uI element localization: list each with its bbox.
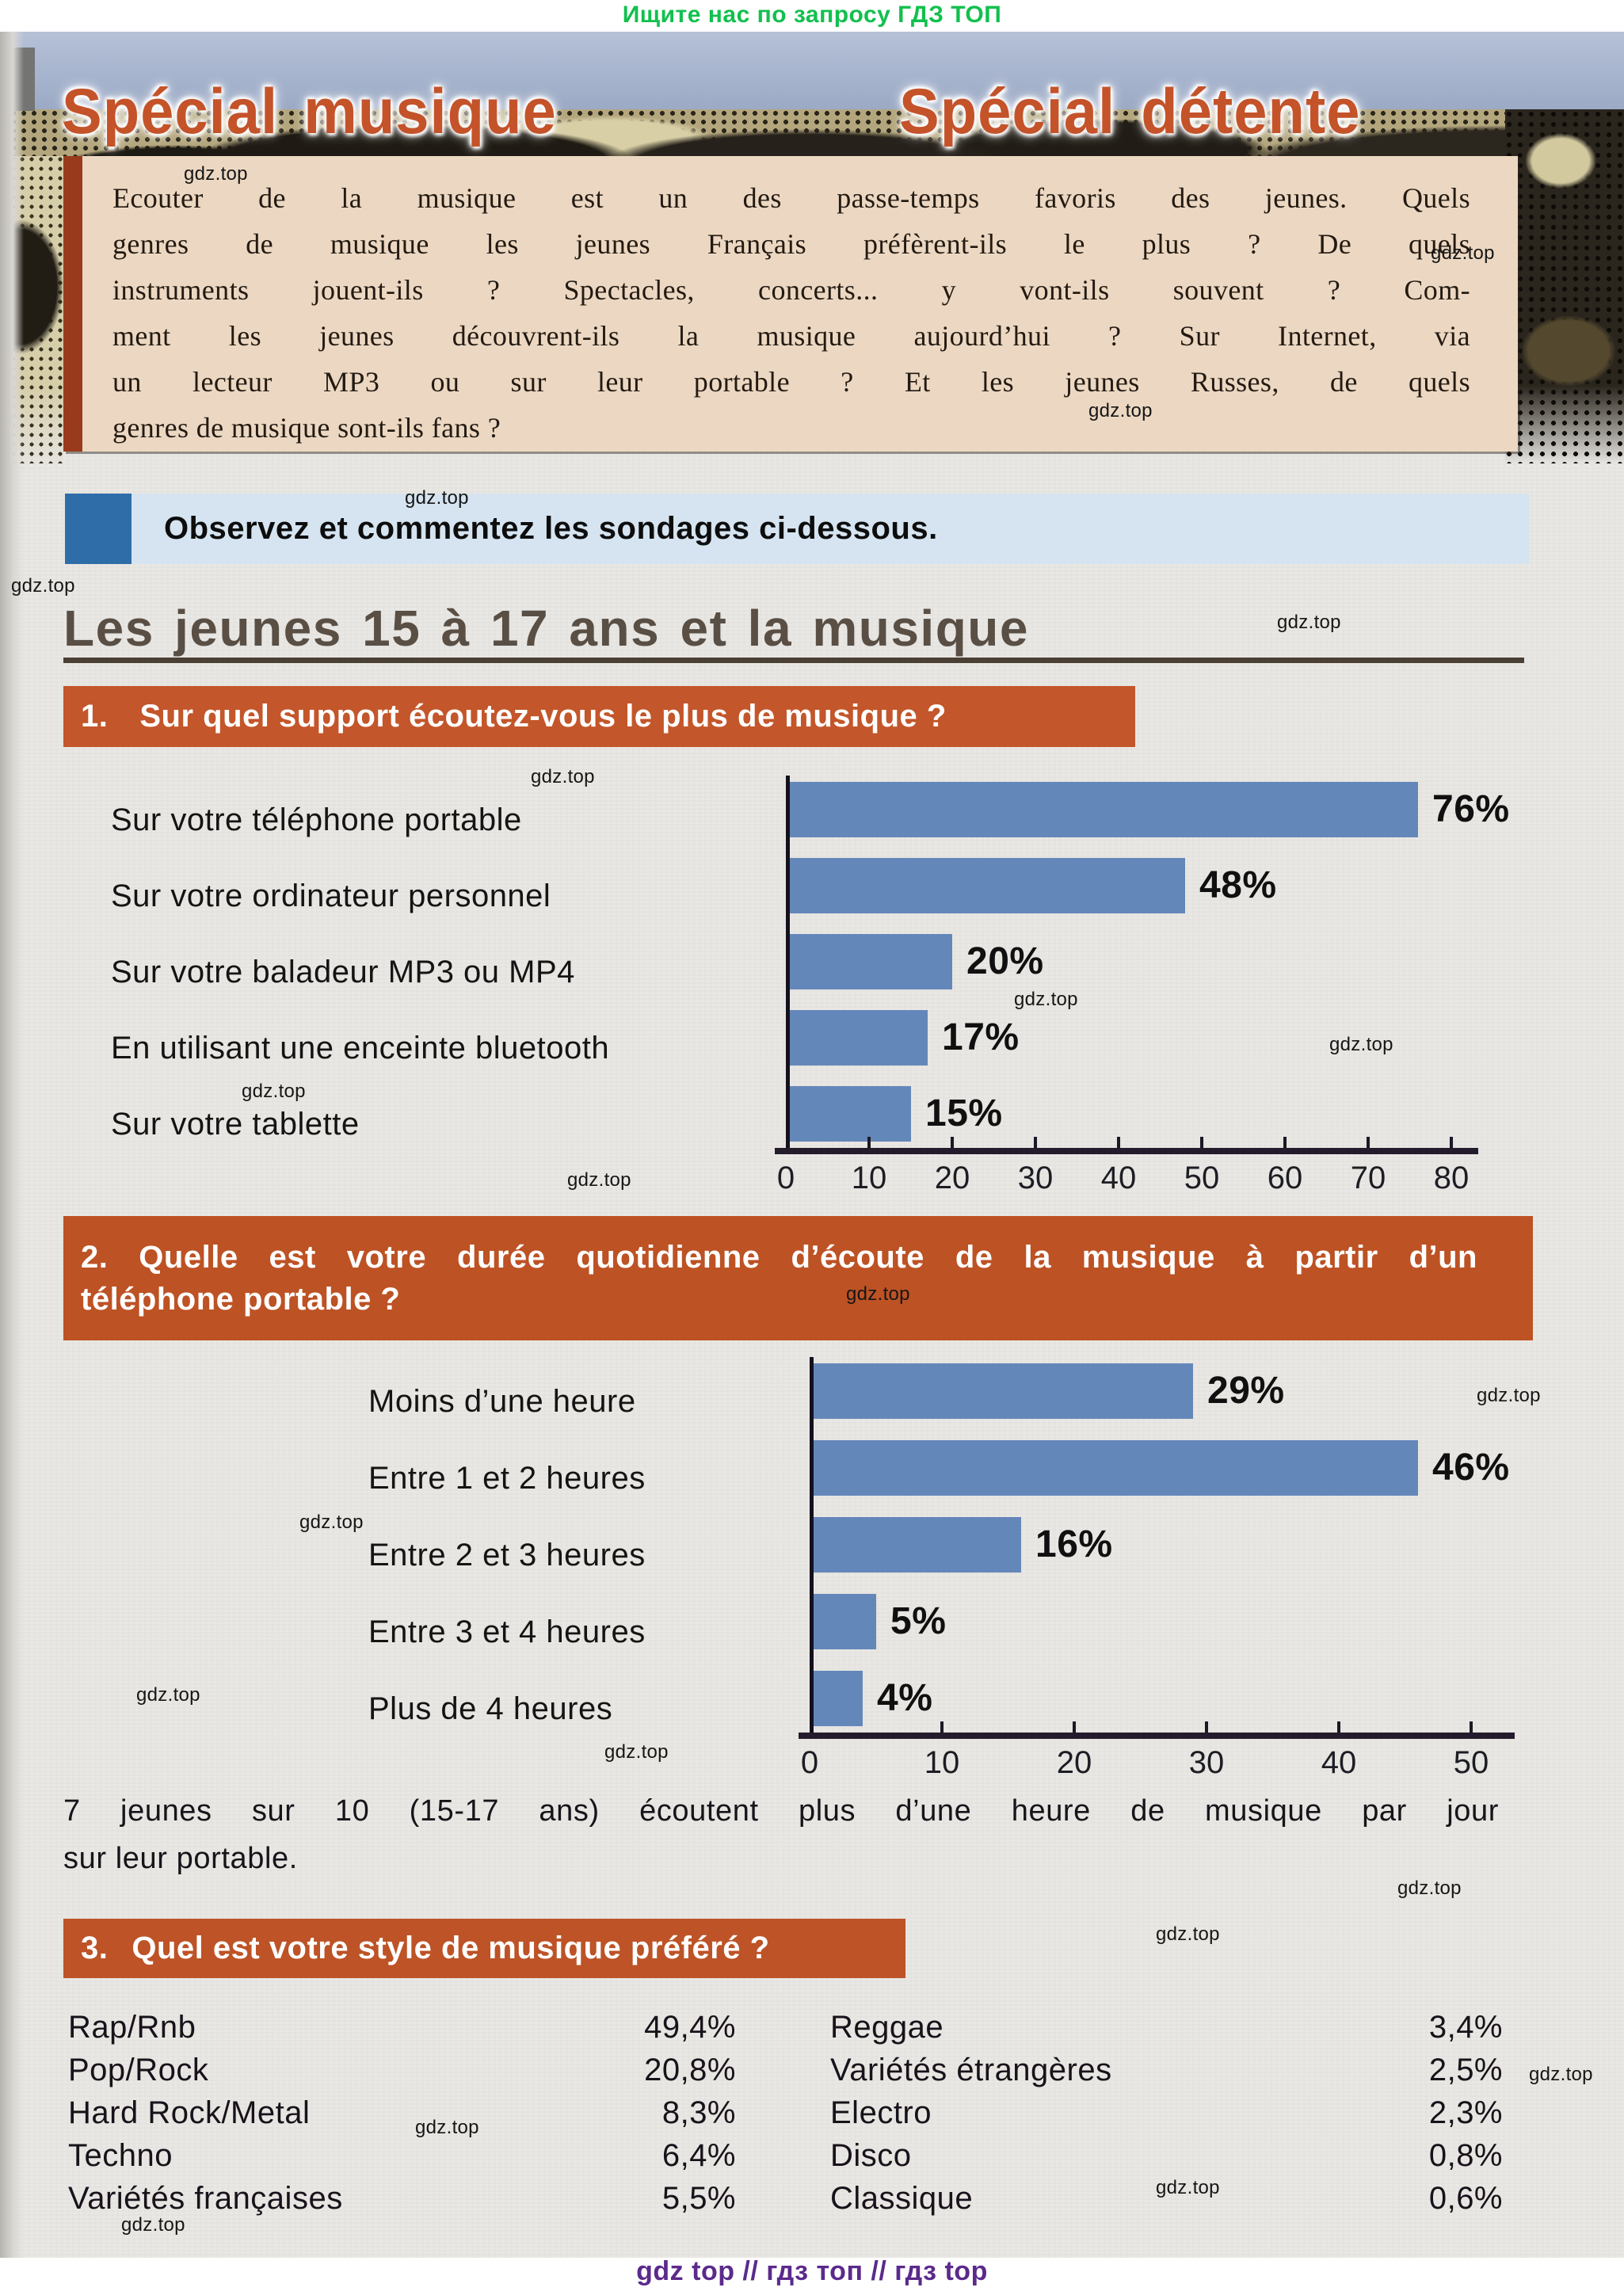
- watermark: gdz.top: [1477, 1385, 1541, 1406]
- style-value: 0,6%: [1428, 2181, 1503, 2216]
- watermark: gdz.top: [846, 1283, 910, 1305]
- watermark: gdz.top: [1277, 612, 1341, 633]
- watermark: gdz.top: [136, 1684, 200, 1706]
- header-left-texture: [0, 156, 63, 463]
- column-gap: [736, 2134, 830, 2177]
- music-styles-table: Rap/Rnb 49,4% Reggae 3,4% Pop/Rock 20,8% Varié…: [68, 2006, 1503, 2220]
- header-sky: [0, 32, 1624, 112]
- task-banner: Observez et commentez les sondages ci-de…: [65, 494, 1529, 564]
- note-line: sur leur portable.: [63, 1842, 298, 1875]
- intro-line: instruments jouent-ils ? Spectacles, con…: [112, 274, 1470, 306]
- watermark: gdz.top: [1014, 989, 1078, 1010]
- column-gap: [736, 2177, 830, 2220]
- style-name: Variétés étrangères: [830, 2053, 1112, 2087]
- watermark: gdz.top: [1156, 2177, 1220, 2198]
- watermark: gdz.top: [1431, 242, 1495, 264]
- note-paragraph: 7 jeunes sur 10 (15-17 ans) écoutent plu…: [63, 1787, 1499, 1882]
- style-name: Rap/Rnb: [68, 2010, 196, 2045]
- watermark: gdz.top: [11, 575, 75, 597]
- watermark: gdz.top: [1088, 400, 1153, 421]
- style-name: Disco: [830, 2138, 912, 2173]
- watermark: gdz.top: [604, 1741, 669, 1763]
- watermark: gdz.top: [1329, 1034, 1393, 1055]
- style-name: Classique: [830, 2181, 974, 2216]
- intro-line: Ecouter de la musique est un des passe-t…: [112, 182, 1470, 214]
- style-value: 0,8%: [1428, 2138, 1503, 2173]
- style-name: Electro: [830, 2095, 932, 2130]
- style-value: 2,3%: [1428, 2095, 1503, 2130]
- column-gap: [736, 2049, 830, 2091]
- style-value: 2,5%: [1428, 2053, 1503, 2087]
- watermark: gdz.top: [242, 1081, 306, 1102]
- question-1-header: 1. Sur quel support écoutez-vous le plus …: [63, 686, 1135, 747]
- scan-corner-artifact: [0, 48, 35, 111]
- style-value: 6,4%: [661, 2138, 736, 2173]
- intro-line: genres de musique sont-ils fans ?: [112, 412, 501, 444]
- note-line: 7 jeunes sur 10 (15-17 ans) écoutent plu…: [63, 1794, 1499, 1828]
- intro-paragraph-box: Ecouter de la musique est un des passe-t…: [63, 156, 1518, 452]
- footer-text: gdz top // гдз топ // гдз top: [636, 2256, 988, 2286]
- watermark: gdz.top: [405, 487, 469, 509]
- watermark: gdz.top: [299, 1512, 364, 1533]
- style-name: Techno: [68, 2138, 173, 2173]
- style-value: 20,8%: [644, 2053, 736, 2087]
- section-title-rule: [63, 658, 1524, 663]
- question-3-title: Quel est votre style de musique préféré …: [132, 1931, 770, 1965]
- intro-line: un lecteur MP3 ou sur leur portable ? Et…: [112, 366, 1470, 398]
- header-photo: Spécial musique Spécial détente: [0, 32, 1624, 463]
- footer-strip: gdz top // гдз топ // гдз top: [0, 2256, 1624, 2295]
- question-2-title-line: téléphone portable ?: [81, 1282, 401, 1317]
- watermark: gdz.top: [184, 163, 248, 185]
- style-name: Hard Rock/Metal: [68, 2095, 311, 2130]
- style-value: 49,4%: [644, 2010, 736, 2045]
- watermark: gdz.top: [567, 1169, 631, 1191]
- promo-text: Ищите нас по запросу ГДЗ ТОП: [622, 2, 1002, 28]
- header-right-texture: [1505, 109, 1624, 463]
- intro-line: ment les jeunes découvrent-ils la musiqu…: [112, 320, 1470, 352]
- column-gap: [736, 2091, 830, 2134]
- style-name: Variétés françaises: [68, 2181, 343, 2216]
- watermark: gdz.top: [1529, 2064, 1593, 2085]
- watermark: gdz.top: [121, 2214, 185, 2236]
- task-instruction: Observez et commentez les sondages ci-de…: [164, 511, 938, 546]
- watermark: gdz.top: [1397, 1878, 1462, 1899]
- section-title: Les jeunes 15 à 17 ans et la musique: [63, 600, 1029, 657]
- watermark: gdz.top: [415, 2117, 479, 2138]
- style-value: 3,4%: [1428, 2010, 1503, 2045]
- question-1-number: 1.: [81, 699, 109, 734]
- column-gap: [736, 2006, 830, 2049]
- watermark: gdz.top: [1156, 1923, 1220, 1945]
- question-1-title: Sur quel support écoutez-vous le plus de…: [139, 699, 947, 734]
- question-3-header: 3. Quel est votre style de musique préfér…: [63, 1919, 905, 1978]
- style-value: 8,3%: [661, 2095, 736, 2130]
- promo-strip: Ищите нас по запросу ГДЗ ТОП: [0, 0, 1624, 32]
- question-2-header: 2. Quelle est votre durée quotidienne d’…: [63, 1216, 1533, 1340]
- style-name: Reggae: [830, 2010, 944, 2045]
- style-name: Pop/Rock: [68, 2053, 209, 2087]
- intro-line: genres de musique les jeunes Français pr…: [112, 228, 1470, 260]
- header-title-detente: Spécial détente: [899, 76, 1361, 148]
- task-banner-square: [65, 494, 132, 564]
- header-title-musique: Spécial musique: [62, 76, 557, 148]
- question-3-number: 3.: [81, 1931, 109, 1965]
- style-value: 5,5%: [661, 2181, 736, 2216]
- watermark: gdz.top: [531, 766, 595, 787]
- question-2-title-line: 2. Quelle est votre durée quotidienne d’…: [81, 1240, 1477, 1275]
